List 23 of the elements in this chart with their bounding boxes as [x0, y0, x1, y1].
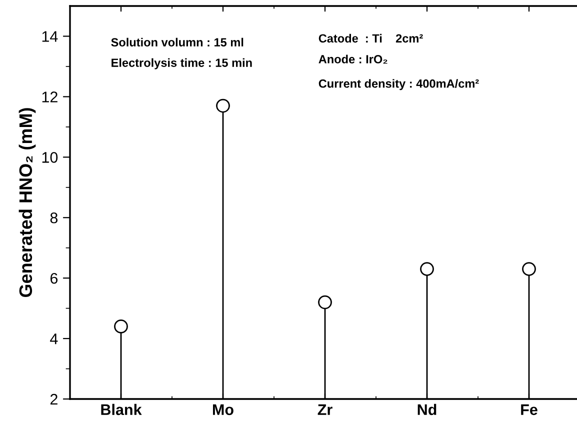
y-tick-label: 12 [42, 92, 58, 102]
y-tick-label: 4 [50, 334, 58, 344]
point [216, 98, 230, 113]
annotation: Solution volumn : 15 ml [111, 38, 244, 47]
y-tick-label: 6 [50, 272, 58, 284]
y-tick-label: 14 [42, 31, 58, 42]
annotation: Anode : IrO₂ [318, 54, 388, 64]
y-axis-title: Generated HNO₂ (mM) [18, 108, 36, 298]
point [318, 295, 332, 310]
y-tick-label: 8 [50, 212, 58, 224]
y-tick-label: 10 [42, 152, 58, 163]
x-tick-label: Blank [101, 404, 142, 416]
x-tick-label: Nd [418, 404, 436, 416]
annotation: Current density : 400mA/cm² [318, 79, 479, 90]
x-tick-label: Zr [318, 404, 332, 415]
point [522, 262, 536, 276]
annotation: Catode : Ti 2cm² [318, 34, 423, 43]
annotation: Electrolysis time : 15 min [112, 58, 252, 70]
y-tick-label: 2 [50, 394, 58, 405]
x-tick-label: Mo [212, 404, 234, 416]
point [420, 262, 434, 276]
x-tick-label: Fe [521, 404, 538, 416]
point [114, 320, 128, 334]
